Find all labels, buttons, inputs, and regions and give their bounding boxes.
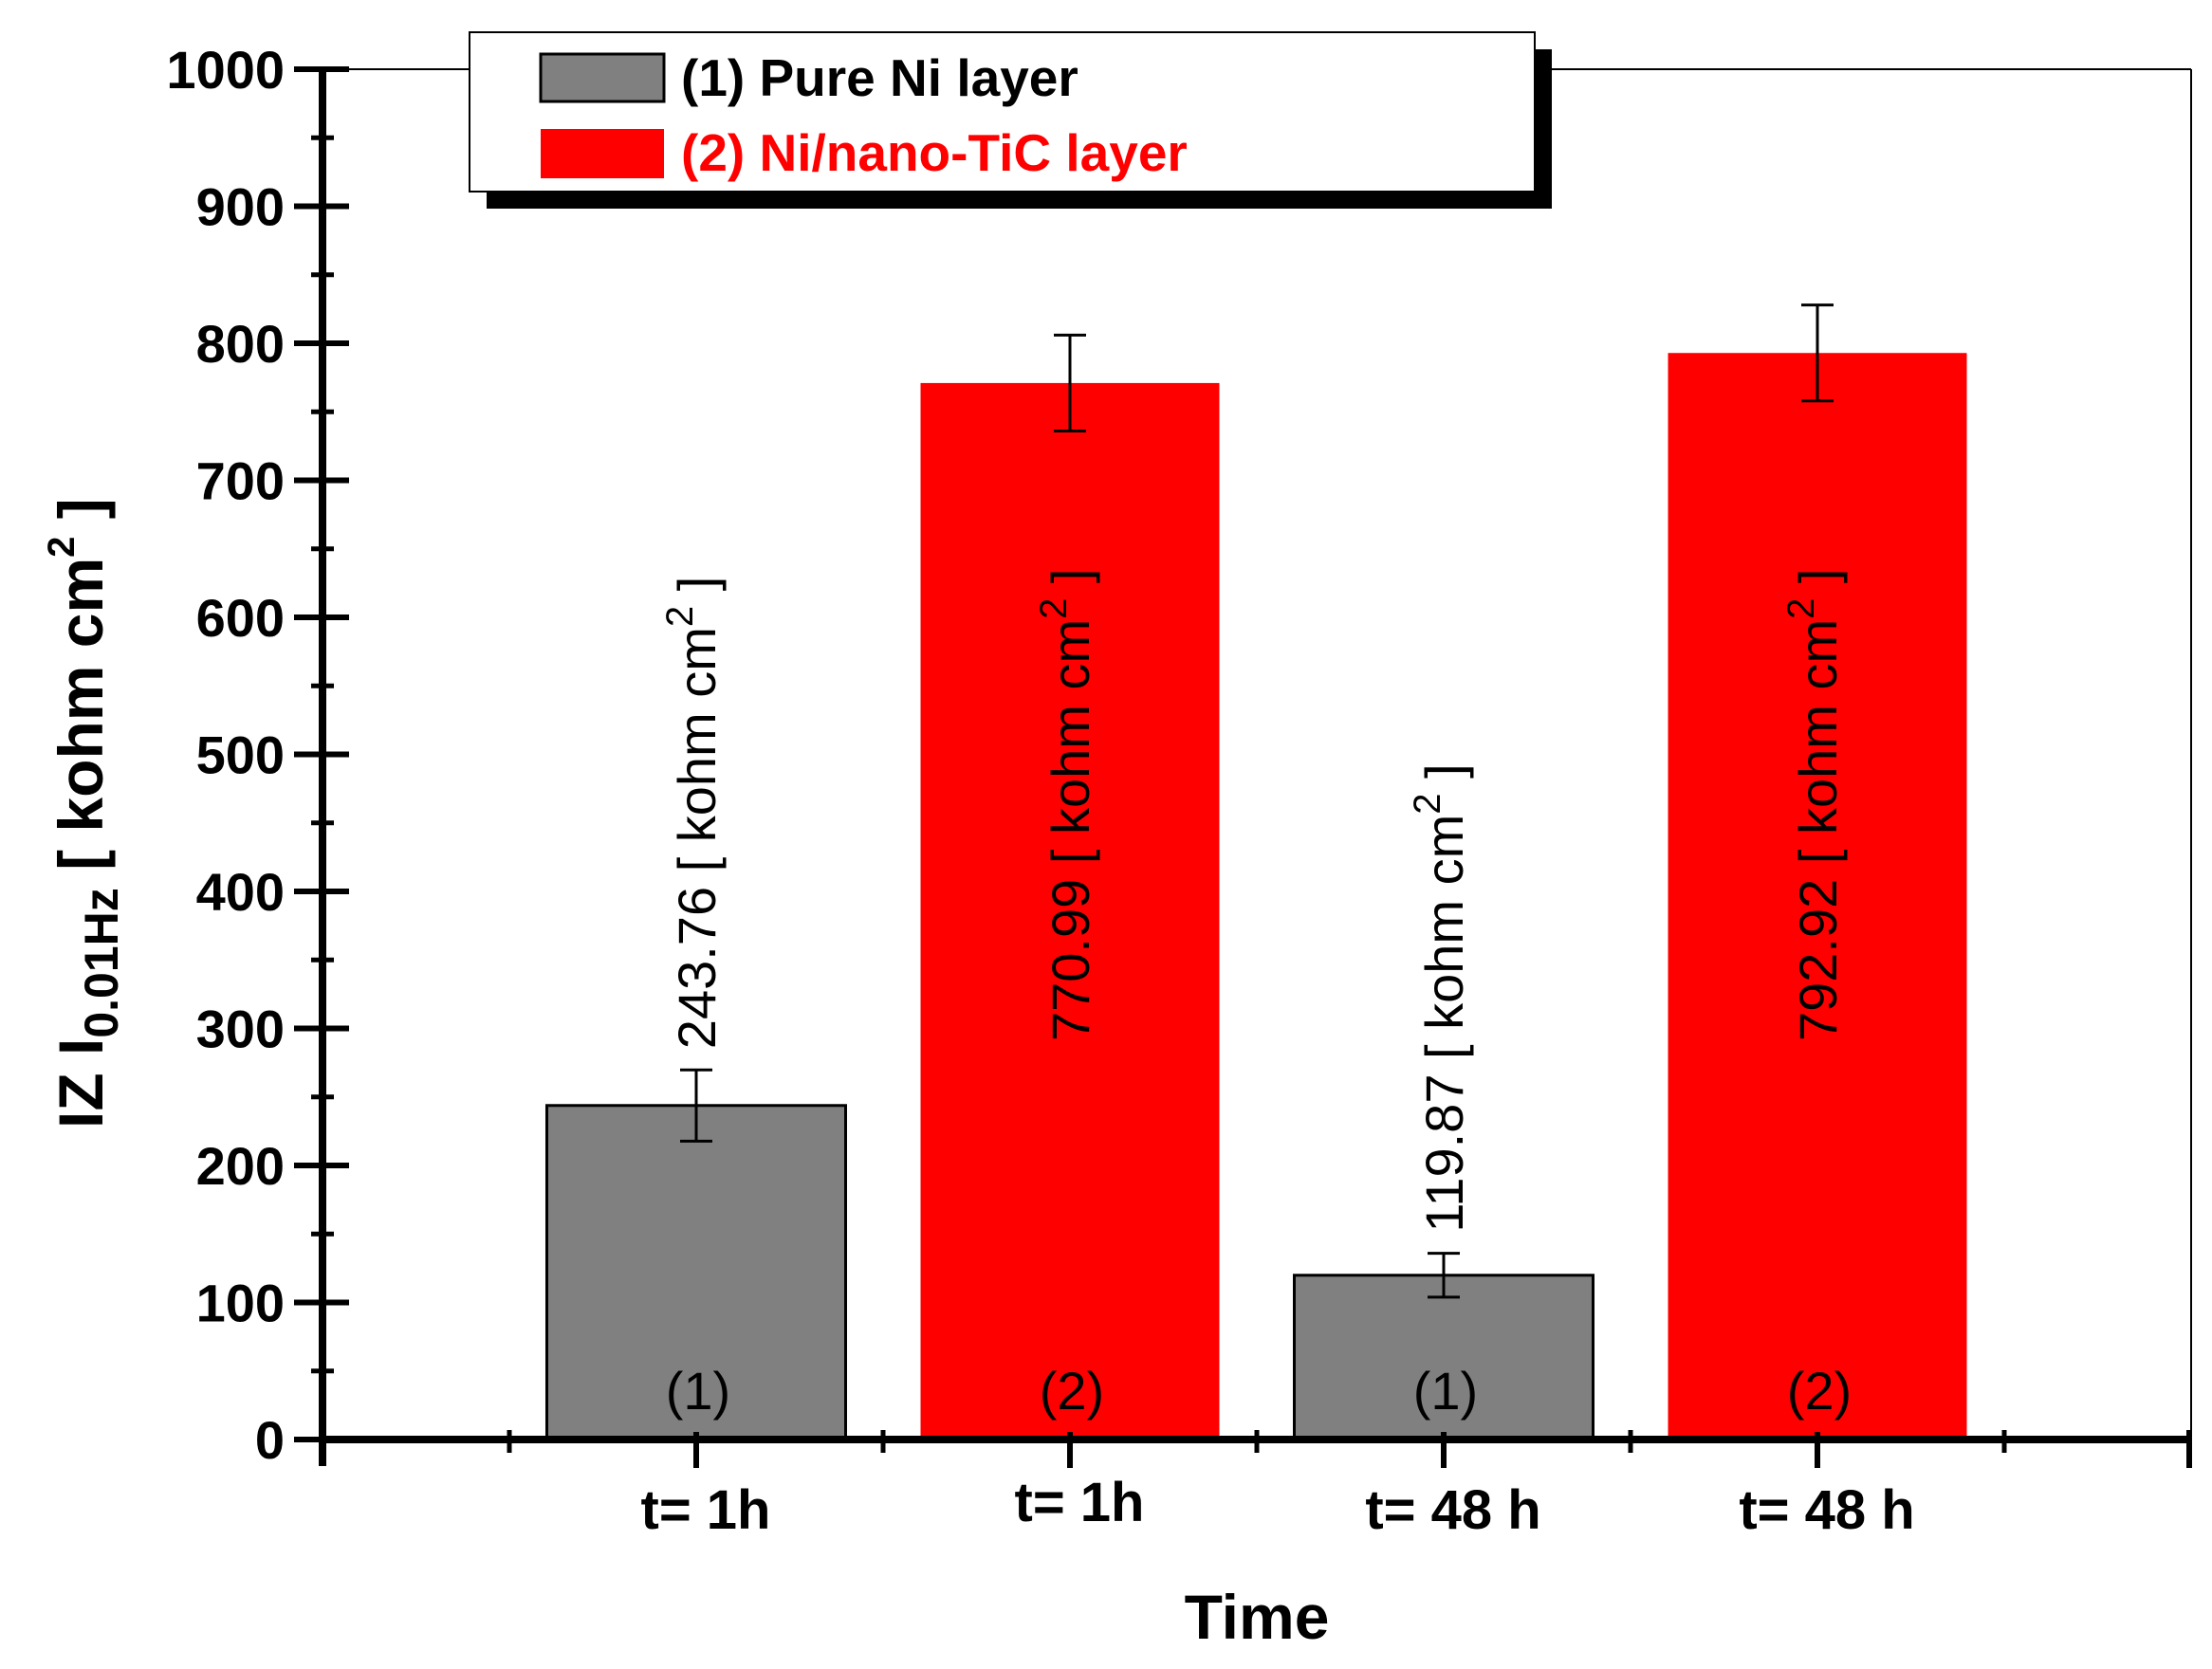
x-category-label: t= 1h (641, 1479, 771, 1541)
y-tick-label: 300 (196, 1000, 285, 1059)
legend-label-pure-ni: (1) Pure Ni layer (681, 48, 1078, 107)
bar-series-number: (1) (1413, 1361, 1478, 1421)
bar (920, 382, 1220, 1440)
legend-label-ni-nano-tic: (2) Ni/nano-TiC layer (681, 123, 1188, 182)
y-tick-label: 500 (196, 725, 285, 785)
y-tick-label: 200 (196, 1136, 285, 1196)
x-category-label: t= 48 h (1365, 1479, 1540, 1541)
y-tick-label: 800 (196, 314, 285, 374)
y-tick-label: 100 (196, 1274, 285, 1333)
bar-value-label: 243.76 [ kohm cm2 ] (659, 577, 727, 1049)
y-tick-label: 400 (196, 862, 285, 922)
y-tick-label: 900 (196, 177, 285, 237)
y-tick-label: 600 (196, 588, 285, 648)
bar-series-number: (1) (666, 1361, 730, 1421)
bar-value-label: 770.99 [ kohm cm2 ] (1033, 569, 1100, 1041)
legend-swatch-ni-nano-tic (541, 129, 664, 178)
bar-series-number: (2) (1040, 1361, 1104, 1421)
x-category-label: t= 48 h (1739, 1479, 1914, 1541)
y-tick-label: 1000 (166, 40, 285, 100)
y-tick-label: 0 (255, 1410, 285, 1470)
bar-value-label: 792.92 [ kohm cm2 ] (1780, 569, 1848, 1041)
bar-value-label: 119.87 [ kohm cm2 ] (1407, 763, 1474, 1232)
y-tick-label: 700 (196, 451, 285, 511)
y-axis: 0 100 200 300 400 500 600 700 800 900 1000 (166, 40, 349, 1470)
x-axis-title: Time (1185, 1582, 1330, 1652)
legend-swatch-pure-ni (539, 52, 666, 103)
bar (545, 1104, 847, 1441)
x-axis: t= 1h t= 1h t= 48 h t= 48 h (319, 1430, 2192, 1541)
legend: (1) Pure Ni layer (2) Ni/nano-TiC layer (469, 31, 1552, 209)
x-category-label: t= 1h (1015, 1472, 1145, 1533)
bar (1668, 353, 1967, 1440)
bar-series-number: (2) (1787, 1361, 1852, 1421)
bar (1293, 1274, 1594, 1441)
bars-group: 243.76 [ kohm cm2 ] (1) 770.99 [ kohm cm2 … (545, 303, 1967, 1441)
y-axis-title: IZ I0.01Hz [ kohm cm2 ] (41, 498, 128, 1128)
